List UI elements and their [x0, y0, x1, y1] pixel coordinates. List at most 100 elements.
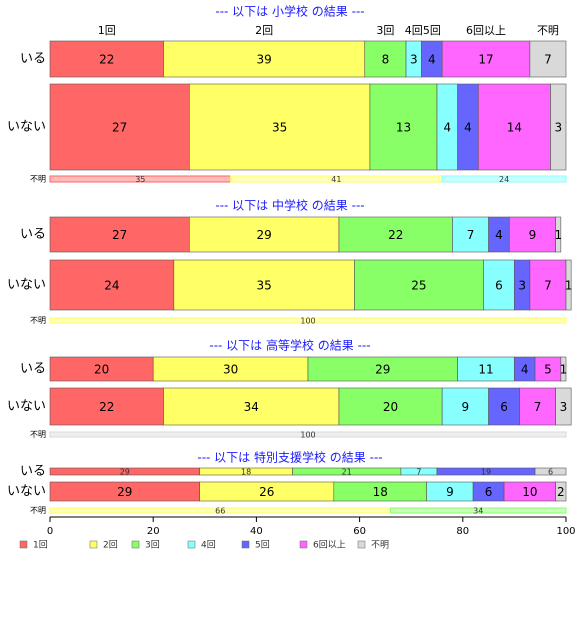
row-label: いない: [7, 484, 46, 499]
legend-label: 不明: [371, 540, 389, 551]
bar-segment: [49, 431, 567, 438]
data-label: 8: [382, 53, 390, 67]
data-label: 22: [99, 400, 114, 414]
data-label: 24: [499, 175, 509, 184]
bar-segment: [452, 216, 489, 253]
legend-swatch: [299, 540, 308, 549]
data-label: 9: [529, 228, 537, 242]
row-label: 不明: [30, 316, 46, 325]
data-label: 3: [560, 400, 568, 414]
category-top-label: 1回: [98, 24, 116, 37]
bar-segment: [550, 83, 567, 171]
x-tick-label: 100: [556, 526, 575, 537]
data-label: 30: [223, 363, 238, 377]
bar-segment: [560, 356, 567, 382]
bar-segment: [163, 387, 340, 426]
bar-segment: [529, 259, 567, 311]
data-label: 4: [443, 121, 451, 135]
data-label: 10: [522, 485, 537, 499]
data-label: 34: [473, 507, 483, 516]
data-label: 24: [104, 279, 119, 293]
bar-segment: [49, 259, 175, 311]
data-label: 29: [256, 228, 271, 242]
data-label: 3: [410, 53, 418, 67]
data-label: 1: [560, 363, 568, 377]
bar-segment: [441, 40, 531, 78]
bar-segment: [519, 387, 556, 426]
data-label: 1: [554, 228, 562, 242]
x-tick-label: 0: [47, 526, 53, 537]
data-label: 29: [375, 363, 390, 377]
data-label: 100: [300, 431, 315, 440]
category-top-label: 2回: [255, 24, 273, 37]
data-label: 7: [544, 279, 552, 293]
bar-segment: [477, 83, 551, 171]
data-label: 6: [500, 400, 508, 414]
bar-segment: [354, 259, 484, 311]
data-label: 4: [495, 228, 503, 242]
bar-segment: [508, 216, 556, 253]
bar-segment: [534, 356, 562, 382]
bar-segment: [555, 387, 572, 426]
data-label: 25: [411, 279, 426, 293]
bar-segment: [555, 216, 562, 253]
legend-label: 4回: [201, 540, 216, 551]
data-label: 4: [428, 53, 436, 67]
legend-swatch: [241, 540, 250, 549]
bar-segment: [457, 356, 515, 382]
bar-segment: [488, 387, 520, 426]
legend-swatch: [187, 540, 196, 549]
bar-segment: [152, 356, 309, 382]
bar-segment: [49, 40, 164, 78]
legend-label: 3回: [145, 540, 160, 551]
bar-segment: [390, 507, 567, 514]
data-label: 4: [521, 363, 529, 377]
bar-segment: [49, 216, 190, 253]
bar-segment: [441, 175, 567, 183]
data-label: 41: [331, 175, 341, 184]
bar-segment: [189, 216, 340, 253]
legend-swatch: [19, 540, 28, 549]
x-tick-label: 80: [456, 526, 469, 537]
data-label: 6: [485, 485, 493, 499]
row-label: いる: [20, 464, 46, 479]
legend-swatch: [89, 540, 98, 549]
legend-label: 5回: [255, 540, 270, 551]
row-label: いない: [7, 399, 46, 414]
data-label: 9: [446, 485, 454, 499]
data-label: 19: [481, 468, 491, 477]
bar-segment: [49, 387, 164, 426]
bar-segment: [338, 387, 443, 426]
data-label: 1: [565, 279, 573, 293]
bar-segment: [163, 40, 366, 78]
category-top-label: 3回: [376, 24, 394, 37]
category-top-label: 不明: [537, 24, 559, 37]
legend-swatch: [131, 540, 140, 549]
data-label: 20: [383, 400, 398, 414]
section-title: --- 以下は 高等学校 の結果 ---: [209, 338, 370, 353]
category-top-label: 6回以上: [466, 24, 506, 37]
data-label: 22: [99, 53, 114, 67]
legend-label: 1回: [33, 540, 48, 551]
section-title: --- 以下は 中学校 の結果 ---: [215, 198, 364, 213]
category-top-label: 4回: [405, 24, 423, 37]
bar-segment: [189, 83, 371, 171]
data-label: 3: [554, 121, 562, 135]
bar-segment: [565, 259, 572, 311]
section-title: --- 以下は 特別支援学校 の結果 ---: [197, 450, 382, 465]
data-label: 17: [478, 53, 493, 67]
bar-segment: [555, 481, 567, 502]
section-title: --- 以下は 小学校 の結果 ---: [215, 4, 364, 19]
bar-segment: [173, 259, 355, 311]
data-label: 7: [416, 468, 421, 477]
data-label: 11: [478, 363, 493, 377]
row-label: 不明: [30, 506, 46, 515]
bar-segment: [534, 467, 567, 476]
row-label: いない: [7, 120, 46, 135]
data-label: 66: [215, 507, 225, 516]
data-label: 13: [396, 121, 411, 135]
row-label: いる: [20, 362, 46, 377]
data-label: 3: [518, 279, 526, 293]
data-label: 5: [544, 363, 552, 377]
data-label: 39: [256, 53, 271, 67]
